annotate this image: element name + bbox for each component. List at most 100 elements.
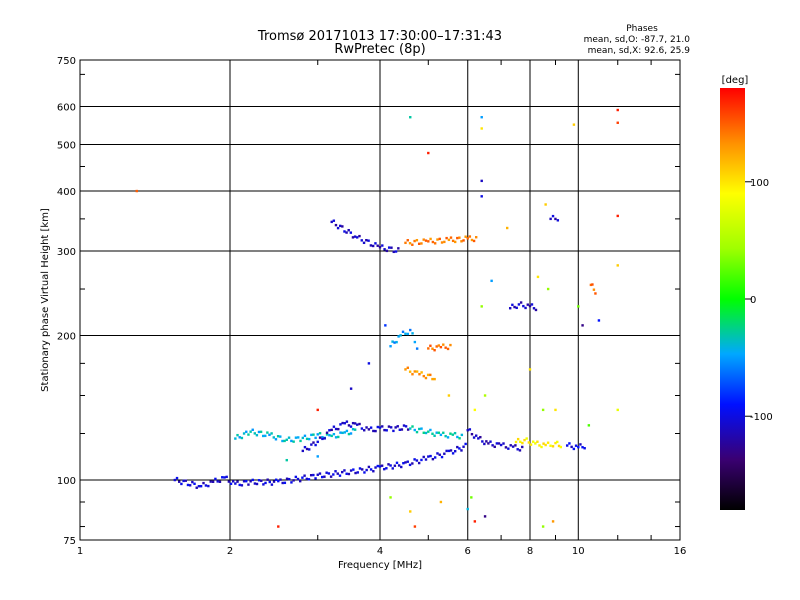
data-point [398, 428, 402, 431]
data-point [420, 242, 423, 245]
data-point [308, 448, 311, 451]
data-point [240, 484, 244, 487]
data-point [236, 433, 239, 437]
data-point [549, 444, 552, 447]
data-point [347, 432, 351, 436]
data-point [310, 443, 313, 446]
data-point [387, 246, 391, 249]
y-tick-label: 100 [57, 476, 76, 487]
data-point [316, 433, 319, 436]
data-point [195, 486, 198, 489]
data-point [541, 408, 545, 412]
data-point [334, 436, 338, 439]
data-point [259, 430, 263, 434]
data-point [445, 236, 448, 240]
data-point [411, 332, 414, 335]
data-point [402, 461, 405, 465]
data-point [221, 476, 224, 479]
data-point [515, 306, 518, 310]
data-point [477, 437, 480, 440]
data-point [287, 436, 291, 439]
data-point [372, 470, 375, 473]
data-point [409, 116, 412, 119]
data-point [229, 482, 233, 486]
data-point [182, 479, 185, 483]
data-point [406, 428, 410, 431]
data-point [369, 426, 373, 429]
data-point [363, 471, 366, 474]
data-point [285, 477, 289, 480]
colorbar [720, 88, 745, 510]
data-point [186, 483, 190, 487]
data-point [270, 483, 274, 486]
data-point [303, 445, 307, 449]
data-point [274, 478, 278, 481]
data-point [438, 453, 441, 456]
data-point [437, 344, 440, 347]
data-point [345, 420, 349, 423]
data-point [349, 432, 353, 435]
data-point [458, 437, 461, 440]
data-point [378, 246, 382, 249]
data-point [399, 334, 402, 337]
data-point [387, 425, 391, 428]
data-point [349, 387, 353, 390]
data-point [337, 427, 340, 431]
data-point [272, 436, 275, 439]
data-point [424, 376, 428, 380]
data-point [413, 525, 417, 528]
data-point [409, 427, 412, 430]
data-point [523, 438, 526, 442]
data-point [468, 235, 472, 238]
data-point [266, 431, 269, 434]
data-point [480, 195, 483, 198]
data-point [438, 237, 441, 241]
data-point [449, 449, 453, 452]
y-tick-label: 200 [57, 332, 76, 343]
data-point [202, 481, 205, 485]
data-point [393, 464, 397, 467]
data-point [417, 461, 421, 465]
data-point [395, 461, 399, 465]
data-point [420, 427, 423, 430]
y-axis-label: Stationary phase Virtual Height [km] [40, 208, 51, 392]
data-point [447, 449, 451, 453]
data-point [409, 510, 412, 513]
data-point [393, 341, 396, 344]
data-point [257, 479, 261, 482]
data-point [401, 330, 405, 334]
chart-subtitle: RwPretec (8p) [334, 42, 425, 57]
data-point [453, 431, 457, 435]
data-point [381, 425, 384, 428]
data-point [542, 442, 545, 445]
data-point [491, 444, 494, 447]
data-point [497, 442, 501, 445]
data-point [312, 473, 315, 477]
data-point [517, 303, 521, 306]
plot-frame [79, 59, 681, 541]
data-point [449, 343, 452, 347]
data-point [299, 439, 302, 443]
data-point [389, 426, 393, 429]
data-point [408, 463, 412, 467]
data-point [367, 428, 371, 431]
data-point [334, 470, 337, 473]
data-point [436, 238, 439, 241]
data-point [214, 477, 217, 481]
data-point [285, 458, 288, 462]
data-point [557, 444, 561, 448]
data-point [268, 433, 271, 437]
data-point [592, 288, 596, 291]
data-point [436, 452, 439, 455]
data-point [262, 483, 265, 486]
data-point [404, 461, 407, 464]
data-point [351, 428, 355, 431]
data-point [337, 435, 340, 439]
data-point [347, 228, 350, 232]
data-point [341, 421, 344, 425]
y-tick-label: 400 [57, 187, 76, 198]
data-point [345, 231, 348, 234]
data-point [338, 474, 342, 477]
data-point [371, 244, 375, 248]
